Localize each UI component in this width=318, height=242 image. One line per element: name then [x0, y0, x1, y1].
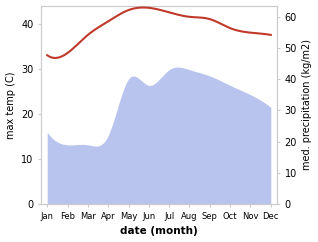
Y-axis label: med. precipitation (kg/m2): med. precipitation (kg/m2): [302, 39, 313, 170]
X-axis label: date (month): date (month): [120, 227, 198, 236]
Y-axis label: max temp (C): max temp (C): [5, 71, 16, 139]
